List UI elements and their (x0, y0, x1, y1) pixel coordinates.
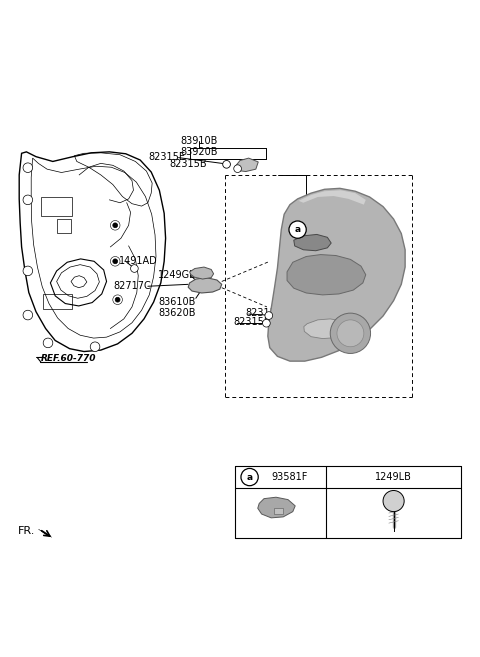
Circle shape (383, 491, 404, 512)
Circle shape (264, 321, 268, 325)
Text: REF.60-770: REF.60-770 (41, 354, 97, 363)
Text: 1491AD: 1491AD (119, 256, 158, 266)
Circle shape (289, 221, 306, 238)
Text: 82315A: 82315A (246, 308, 283, 318)
Text: 1249LB: 1249LB (375, 472, 412, 482)
Circle shape (225, 162, 228, 166)
Text: a: a (295, 225, 300, 234)
Circle shape (113, 223, 118, 228)
Polygon shape (274, 509, 283, 514)
Circle shape (132, 267, 136, 271)
Circle shape (223, 160, 230, 168)
Circle shape (90, 342, 100, 351)
Text: 93581F: 93581F (271, 472, 308, 482)
Circle shape (265, 311, 273, 319)
Polygon shape (304, 319, 348, 338)
Polygon shape (38, 529, 52, 537)
Circle shape (236, 167, 240, 171)
Circle shape (330, 313, 371, 353)
Text: 83301E
83302E: 83301E 83302E (282, 218, 319, 240)
Circle shape (234, 165, 241, 173)
Circle shape (115, 298, 120, 302)
Text: 82315E: 82315E (149, 152, 186, 162)
Text: 82315B: 82315B (233, 317, 271, 327)
Circle shape (113, 259, 118, 263)
Polygon shape (188, 278, 222, 293)
Circle shape (263, 319, 270, 327)
Circle shape (23, 310, 33, 320)
Circle shape (337, 320, 364, 347)
Text: 93582A
93582B: 93582A 93582B (315, 237, 352, 258)
Polygon shape (294, 235, 331, 251)
Circle shape (43, 338, 53, 348)
Text: 83610B
83620B: 83610B 83620B (158, 297, 196, 319)
Circle shape (267, 313, 271, 317)
Text: a: a (247, 472, 252, 482)
Circle shape (23, 195, 33, 205)
Polygon shape (287, 254, 366, 295)
Circle shape (131, 265, 138, 273)
Text: 83910B
83920B: 83910B 83920B (180, 135, 218, 157)
Circle shape (23, 163, 33, 173)
Circle shape (241, 468, 258, 486)
Circle shape (23, 266, 33, 276)
Polygon shape (299, 191, 366, 205)
Polygon shape (234, 158, 258, 171)
Polygon shape (268, 189, 405, 361)
Polygon shape (258, 497, 295, 518)
Polygon shape (190, 267, 214, 279)
Text: 82315B: 82315B (169, 159, 207, 169)
Text: FR.: FR. (18, 526, 36, 536)
Text: 1249GE: 1249GE (158, 270, 197, 280)
Text: 82717C: 82717C (113, 281, 151, 291)
